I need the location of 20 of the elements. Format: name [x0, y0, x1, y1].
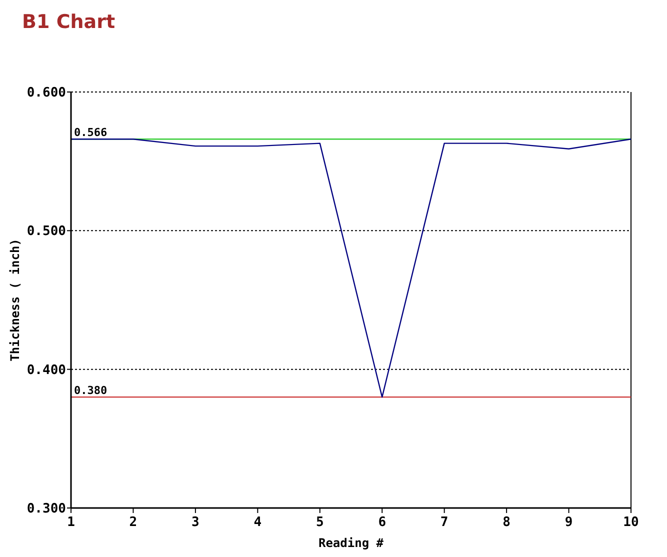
x-tick-label: 8 — [502, 515, 511, 530]
ref-line-label: 0.380 — [74, 384, 108, 398]
y-tick-label: 0.600 — [26, 86, 66, 101]
x-tick-label: 3 — [192, 515, 200, 530]
line-series — [70, 138, 632, 398]
x-tick-label: 9 — [564, 515, 573, 530]
y-tick-label: 0.300 — [26, 502, 66, 517]
chart-title: B1 Chart — [22, 11, 116, 33]
x-tick-label: 7 — [440, 515, 448, 530]
y-axis-title: Thickness ( inch) — [8, 238, 22, 362]
x-tick-label: 4 — [254, 515, 262, 530]
y-tick-label: 0.400 — [26, 362, 66, 378]
x-tick-label: 1 — [67, 515, 76, 530]
x-tick-label: 10 — [623, 515, 639, 530]
ref-line-label: 0.566 — [74, 126, 108, 140]
y-tick-label: 0.500 — [26, 224, 66, 240]
x-tick-label: 2 — [129, 515, 138, 530]
x-tick-label: 6 — [378, 515, 386, 530]
x-axis-title: Reading # — [318, 536, 384, 550]
x-tick-label: 5 — [316, 515, 324, 530]
